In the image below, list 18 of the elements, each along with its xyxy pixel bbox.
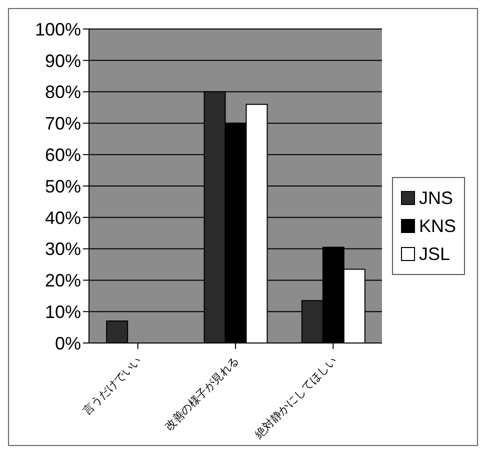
legend-label: JSL xyxy=(418,243,452,266)
legend-label: JNS xyxy=(418,187,454,210)
y-tick-label: 60% xyxy=(44,144,81,165)
x-tick-label: 言うだけでいい xyxy=(80,354,144,418)
x-tick-label: 絶対静かにしてほしい xyxy=(252,354,340,442)
y-tick-label: 80% xyxy=(44,82,81,102)
y-tick-label: 20% xyxy=(44,270,81,291)
y-tick-label: 70% xyxy=(44,114,81,134)
y-tick-label: 40% xyxy=(44,208,81,228)
y-tick-label: 10% xyxy=(44,302,81,322)
x-tick-label: 改善の様子が見れる xyxy=(162,354,242,434)
y-tick-label: 50% xyxy=(44,176,81,196)
y-tick-label: 0% xyxy=(54,333,81,354)
legend-label: KNS xyxy=(418,215,456,238)
bar xyxy=(106,320,128,343)
y-tick-label: 100% xyxy=(34,19,81,40)
y-tick-label: 90% xyxy=(44,50,81,71)
y-tick-label: 30% xyxy=(44,239,81,260)
